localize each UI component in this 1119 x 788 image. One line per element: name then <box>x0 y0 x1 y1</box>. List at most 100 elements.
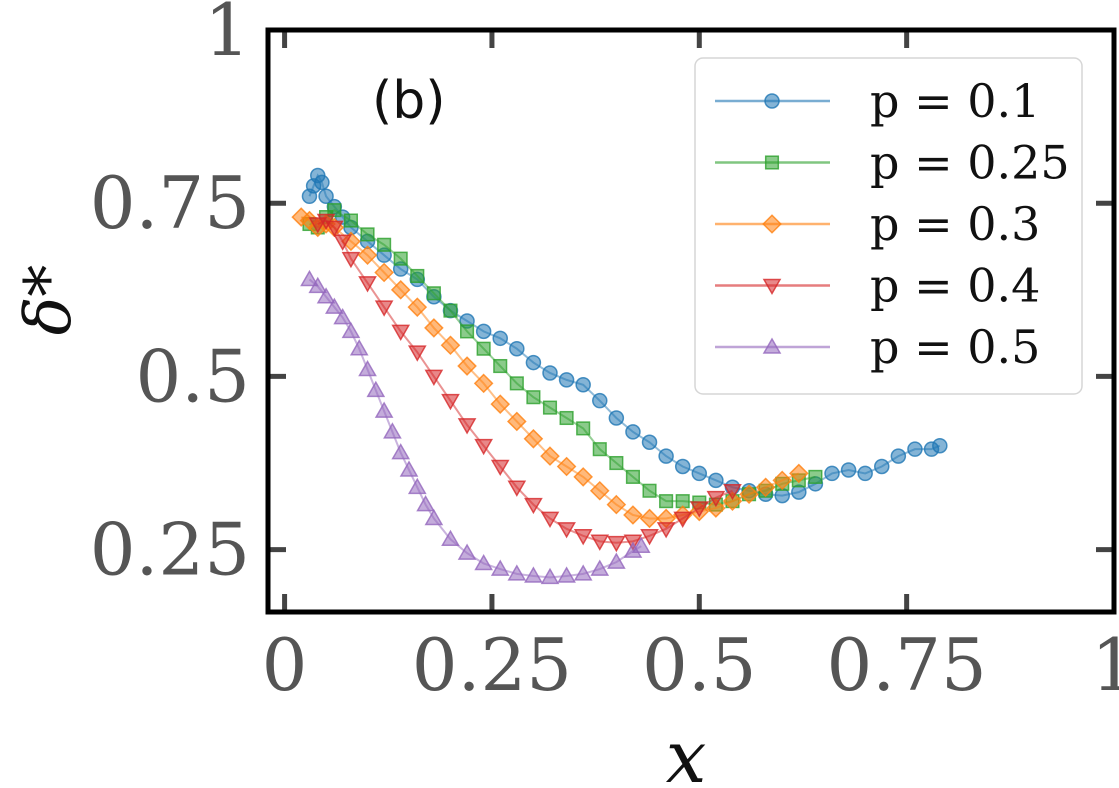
plot-frame <box>265 27 1117 615</box>
legend-label: p = 0.4 <box>870 259 1040 313</box>
data-point <box>559 410 574 426</box>
data-point <box>424 508 444 526</box>
data-point <box>390 280 411 300</box>
data-point <box>772 470 793 491</box>
legend-label: p = 0.5 <box>870 320 1040 374</box>
data-point <box>377 237 392 252</box>
data-point <box>689 501 709 518</box>
data-point <box>457 543 477 560</box>
data-point <box>824 465 840 482</box>
data-point <box>641 434 658 450</box>
data-point <box>399 460 419 477</box>
data-point <box>316 287 336 304</box>
data-point <box>540 511 560 529</box>
data-point <box>407 297 428 317</box>
data-point <box>424 318 444 338</box>
data-point <box>457 356 477 376</box>
data-point <box>623 505 643 525</box>
legend-label: p = 0.3 <box>870 197 1040 251</box>
legend-box <box>694 57 1083 395</box>
data-point <box>642 483 657 498</box>
data-point <box>526 390 541 405</box>
data-point <box>674 458 691 475</box>
legend-entry: p = 0.25 <box>715 136 1070 190</box>
data-point <box>333 234 352 251</box>
data-point <box>640 528 659 546</box>
data-point <box>393 251 408 266</box>
data-point <box>476 341 491 356</box>
data-point <box>473 373 494 394</box>
data-point <box>490 559 510 576</box>
data-point <box>607 552 626 569</box>
data-point <box>474 553 493 571</box>
data-point <box>625 469 640 484</box>
data-point <box>440 335 461 356</box>
data-point <box>723 483 742 501</box>
series-line <box>308 278 642 579</box>
data-point <box>658 448 674 464</box>
data-point <box>631 536 651 553</box>
data-point <box>366 380 386 398</box>
data-point <box>609 455 624 471</box>
data-point <box>358 359 377 377</box>
data-point <box>426 286 441 301</box>
legend-entry: p = 0.3 <box>715 197 1040 251</box>
data-point <box>608 410 625 426</box>
data-point <box>542 365 558 381</box>
data-point <box>673 511 693 529</box>
data-point <box>325 220 344 238</box>
data-point <box>349 339 369 356</box>
data-point <box>507 564 527 581</box>
data-point <box>490 459 510 477</box>
data-point <box>755 477 776 498</box>
data-point <box>357 245 378 265</box>
legend-entry: p = 0.1 <box>715 74 1040 128</box>
data-point <box>592 442 607 457</box>
legend-marker <box>762 214 782 234</box>
data-point <box>573 467 593 487</box>
data-point <box>557 566 576 583</box>
legend-label: p = 0.25 <box>870 136 1070 190</box>
data-point <box>492 330 508 347</box>
panel-label: (b) <box>372 71 446 131</box>
data-point <box>625 424 641 440</box>
series-1 <box>301 167 948 504</box>
data-point <box>639 508 660 529</box>
data-point <box>857 465 873 482</box>
data-point <box>606 494 627 515</box>
legend-marker <box>764 155 780 170</box>
data-point <box>708 472 724 489</box>
data-point <box>300 269 319 287</box>
data-point <box>932 437 948 454</box>
data-point <box>691 465 708 482</box>
data-point <box>383 422 402 439</box>
x-tick-label: 0.75 <box>826 623 986 707</box>
data-point <box>374 401 394 418</box>
data-point <box>558 372 575 388</box>
data-point <box>525 354 542 371</box>
data-point <box>391 443 411 460</box>
x-tick-label: 0.5 <box>642 623 757 707</box>
data-point <box>509 376 524 391</box>
data-point <box>441 529 460 547</box>
data-point <box>656 522 676 539</box>
legend-marker <box>764 93 780 109</box>
data-point <box>840 462 857 478</box>
legend-label: p = 0.1 <box>870 74 1040 128</box>
data-point <box>374 300 394 317</box>
data-point <box>424 369 444 386</box>
data-point <box>343 213 358 228</box>
data-point <box>874 458 890 475</box>
y-tick-label: 1 <box>204 0 250 72</box>
data-point <box>808 469 823 484</box>
data-point <box>318 188 334 205</box>
data-point <box>540 567 560 585</box>
data-point <box>308 276 328 294</box>
data-point <box>416 495 435 512</box>
data-point <box>443 303 458 318</box>
data-point <box>327 203 342 218</box>
data-point <box>659 494 674 509</box>
data-point <box>333 307 352 325</box>
data-point <box>358 276 377 293</box>
data-point <box>542 400 558 415</box>
